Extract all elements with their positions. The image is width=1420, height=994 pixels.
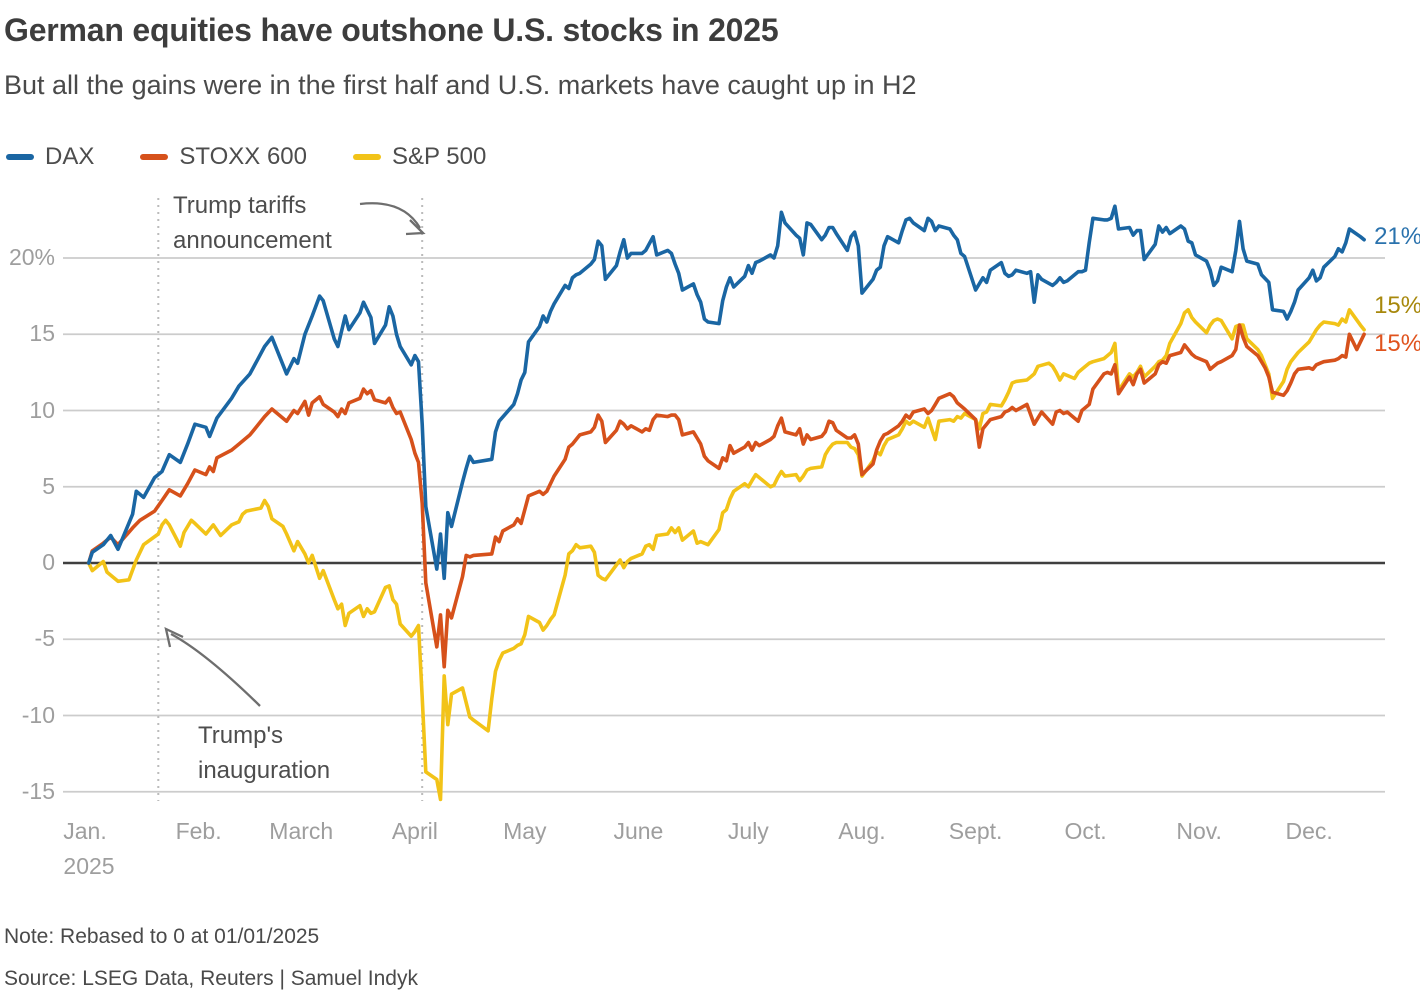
x-axis-tick-label: Nov. [1176,818,1222,844]
series-end-label-dax: 21% [1374,222,1420,250]
annotation-inauguration: Trump's inauguration [198,718,330,788]
x-axis-tick-label: July [727,818,769,844]
annotation-arrow-inauguration [170,632,261,707]
legend-item-s-p-500: S&P 500 [353,143,486,171]
y-axis-tick-label: -5 [34,625,55,652]
y-axis-tick-label: 15 [29,320,55,347]
annotation-arrow-tariffs [359,202,421,229]
y-axis-tick-label: 20% [8,244,55,270]
annotation-tariffs: Trump tariffs announcement [173,188,332,258]
page-title: German equities have outshone U.S. stock… [4,12,779,48]
annotation-arrowhead-inauguration [164,626,184,648]
x-axis-tick-label: Sept. [948,818,1003,844]
y-axis-tick-label: 0 [42,549,55,575]
series-end-label-stoxx-600: 15% [1374,330,1420,358]
annotation-line: announcement [173,227,332,254]
legend-label: STOXX 600 [179,143,307,170]
y-axis-tick-label: 5 [42,472,55,499]
chart-legend: DAX STOXX 600 S&P 500 [6,143,486,171]
chart-note: Note: Rebased to 0 at 01/01/2025 [4,925,320,948]
x-axis-tick-label: June [613,818,664,844]
x-axis-tick-label: May [503,818,547,844]
legend-swatch-icon [353,154,381,160]
x-axis-tick-label: Aug. [838,818,886,844]
legend-item-stoxx-600: STOXX 600 [140,143,307,171]
legend-item-dax: DAX [6,143,94,171]
x-axis-tick-label: March [269,818,334,844]
legend-label: S&P 500 [392,143,487,170]
x-axis-tick-label: Oct. [1064,818,1107,844]
y-axis-tick-label: -15 [21,777,55,804]
x-axis-tick-label: Jan. [63,818,107,844]
y-axis-tick-label: 10 [29,396,55,423]
series-line-dax [86,204,1366,581]
x-axis-tick-label: April [391,818,438,844]
series-line-stoxx-600 [86,323,1366,669]
chart-source: Source: LSEG Data, Reuters | Samuel Indy… [4,967,418,990]
annotation-line: inauguration [198,757,331,784]
series-end-label-s-p-500: 15% [1374,291,1420,319]
y-axis-tick-label: -10 [21,701,55,728]
legend-swatch-icon [6,154,34,160]
annotation-arrowhead-tariffs [405,219,426,236]
x-axis-tick-label: Dec. [1285,818,1333,844]
x-axis-year-label: 2025 [63,853,115,879]
x-axis-tick-label: Feb. [175,818,222,844]
annotation-line: Trump tariffs [173,192,307,219]
legend-label: DAX [45,143,95,170]
chart-subtitle: But all the gains were in the first half… [4,70,917,100]
legend-swatch-icon [140,154,169,160]
annotation-line: Trump's [198,722,284,749]
